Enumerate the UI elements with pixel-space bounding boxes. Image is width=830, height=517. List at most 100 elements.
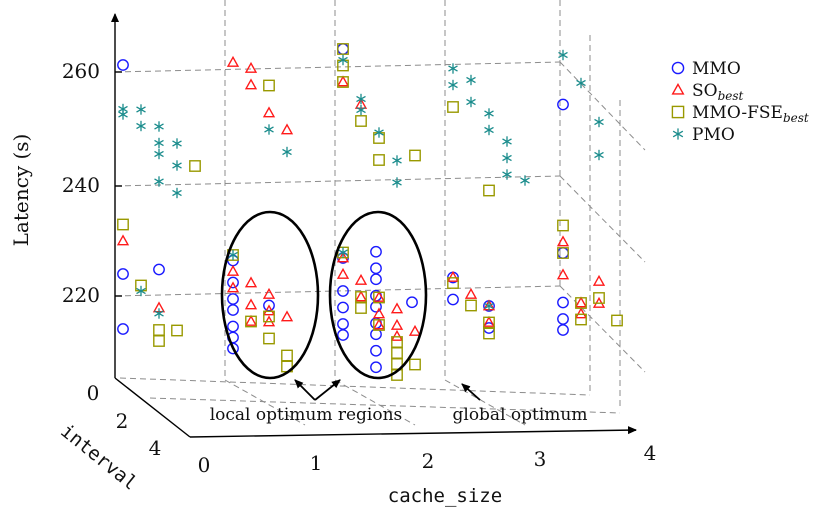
local-optimum-ellipse bbox=[220, 210, 320, 380]
pmo-point bbox=[136, 285, 146, 297]
pmo-point bbox=[374, 127, 384, 138]
pmo-point bbox=[172, 160, 182, 171]
so-point bbox=[390, 318, 404, 330]
pmo-point bbox=[338, 54, 348, 66]
pmo-point bbox=[466, 74, 476, 86]
so-point bbox=[262, 287, 276, 299]
z-tick-label: 260 bbox=[62, 59, 100, 83]
pmo-point bbox=[282, 146, 292, 158]
grid-line bbox=[119, 377, 591, 396]
so-point bbox=[226, 264, 240, 276]
mmo-point bbox=[370, 344, 382, 357]
mmo-point bbox=[370, 245, 382, 258]
mmo-point bbox=[370, 361, 382, 374]
mmo-fse-point bbox=[263, 79, 275, 92]
mmo-point bbox=[557, 247, 569, 259]
legend-label: SObest bbox=[692, 81, 744, 103]
x-tick-label: 1 bbox=[310, 451, 323, 475]
mmo-point bbox=[406, 296, 418, 309]
annotation-arrow bbox=[294, 379, 316, 401]
legend-label: PMO bbox=[692, 125, 735, 145]
mmo-fse-point bbox=[483, 327, 495, 340]
z-ticks: 220 240 260 bbox=[62, 59, 122, 307]
so-point bbox=[390, 329, 404, 341]
pmo-point bbox=[154, 148, 164, 160]
grid-line bbox=[444, 379, 526, 426]
mmo-fse-point bbox=[355, 302, 367, 314]
mmo-point bbox=[447, 293, 459, 306]
pmo-point bbox=[154, 308, 164, 319]
so-point bbox=[336, 267, 350, 279]
z-tick-label: 220 bbox=[62, 283, 100, 307]
mmo-point bbox=[337, 329, 349, 341]
mmo-fse-point bbox=[557, 219, 569, 232]
so-point bbox=[408, 324, 422, 336]
mmo-point bbox=[117, 268, 129, 280]
mmo-fse-point bbox=[263, 310, 275, 323]
grid-line bbox=[559, 285, 646, 373]
mmo-fse-point bbox=[409, 358, 421, 371]
so-point bbox=[244, 298, 258, 310]
so-point bbox=[116, 234, 130, 246]
pmo-point bbox=[172, 187, 182, 199]
grid-line bbox=[149, 397, 621, 414]
pmo-point bbox=[228, 249, 238, 261]
grid-line bbox=[559, 175, 646, 263]
so-point bbox=[464, 287, 478, 299]
so-point bbox=[336, 75, 350, 87]
x-axis-line bbox=[189, 426, 637, 438]
y-tick-label: 4 bbox=[149, 436, 162, 460]
mmo-fse-point bbox=[593, 292, 605, 304]
legend-marker bbox=[671, 105, 685, 119]
pmo-point bbox=[356, 93, 366, 105]
so-point bbox=[372, 318, 386, 330]
so-point bbox=[372, 290, 386, 302]
x-tick-label: 0 bbox=[198, 453, 211, 477]
pmo-point bbox=[448, 79, 458, 91]
x-tick-label: 4 bbox=[644, 441, 657, 465]
mmo-point bbox=[337, 285, 349, 297]
pmo-point bbox=[136, 104, 146, 115]
pmo-point bbox=[558, 49, 568, 61]
mmo-fse-point bbox=[153, 324, 165, 336]
pmo-point bbox=[520, 175, 530, 186]
annotation-arrow bbox=[461, 383, 481, 401]
mmo-fse-point bbox=[373, 291, 385, 304]
grid-line bbox=[114, 175, 561, 187]
mmo-point bbox=[557, 296, 569, 309]
grid-line bbox=[334, 379, 416, 426]
mmo-point bbox=[117, 323, 129, 335]
pmo-point bbox=[448, 63, 458, 74]
pmo-point bbox=[136, 120, 146, 132]
mmo-fse-point bbox=[575, 313, 587, 326]
pmo-point bbox=[154, 121, 164, 132]
so-point bbox=[574, 307, 588, 319]
mmo-fse-point bbox=[465, 299, 477, 312]
pmo-point bbox=[154, 176, 164, 187]
pmo-point bbox=[484, 300, 494, 312]
pmo-point bbox=[154, 137, 164, 149]
x-tick-label: 3 bbox=[534, 447, 547, 471]
legend-label: MMO-FSEbest bbox=[692, 103, 809, 125]
mmo-point bbox=[337, 43, 349, 55]
mmo-point bbox=[337, 318, 349, 330]
annotation-arrow bbox=[314, 379, 341, 401]
mmo-point bbox=[153, 263, 165, 276]
mmo-fse-point bbox=[263, 332, 275, 345]
pmo-point bbox=[502, 169, 512, 180]
mmo-point bbox=[557, 313, 569, 325]
pmo-point bbox=[172, 138, 182, 149]
pmo-point bbox=[466, 96, 476, 108]
grid-line bbox=[224, 379, 306, 426]
mmo-point bbox=[370, 262, 382, 275]
so-point bbox=[556, 235, 570, 247]
so-point bbox=[354, 273, 368, 285]
local-optimum-label: local optimum regions bbox=[210, 405, 403, 425]
legend-marker bbox=[671, 82, 685, 95]
mmo-point bbox=[227, 276, 239, 289]
so-point bbox=[354, 290, 368, 302]
mmo-point bbox=[337, 301, 349, 314]
so-point bbox=[556, 268, 570, 280]
mmo-point bbox=[227, 293, 239, 305]
